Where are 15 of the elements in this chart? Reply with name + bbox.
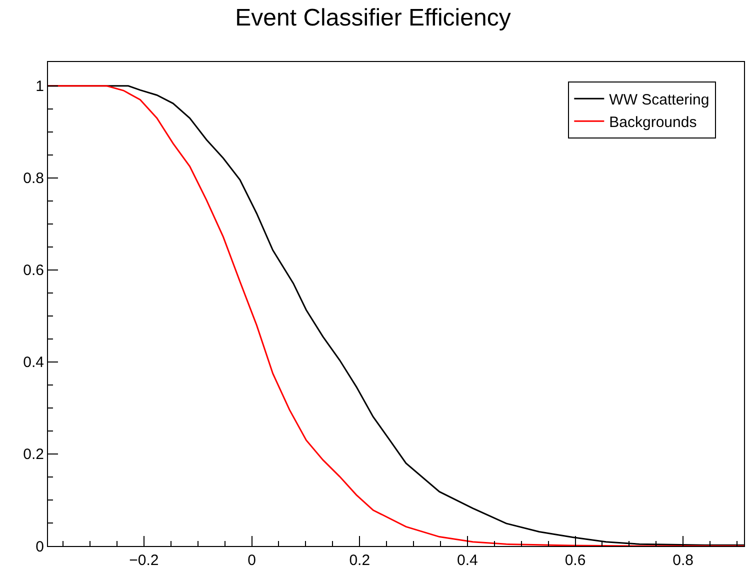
y-tick-label: 0.6: [23, 262, 44, 280]
chart-title: Event Classifier Efficiency: [235, 4, 511, 32]
x-tick-label: 0.6: [564, 552, 586, 569]
x-tick-label: −0.2: [129, 552, 159, 569]
y-tick-label: 0.4: [23, 354, 44, 372]
y-tick-label: 0: [36, 538, 44, 556]
y-tick-label: 0.2: [23, 446, 44, 464]
y-tick-label: 1: [36, 78, 44, 96]
x-tick-label: 0.4: [457, 552, 478, 569]
x-tick-label: 0.2: [349, 552, 370, 569]
x-tick-label: 0: [248, 552, 256, 569]
y-tick-label: 0.8: [23, 170, 44, 188]
legend-label: Backgrounds: [609, 114, 697, 131]
legend-label: WW Scattering: [609, 91, 710, 108]
x-tick-label: 0.8: [672, 552, 694, 569]
